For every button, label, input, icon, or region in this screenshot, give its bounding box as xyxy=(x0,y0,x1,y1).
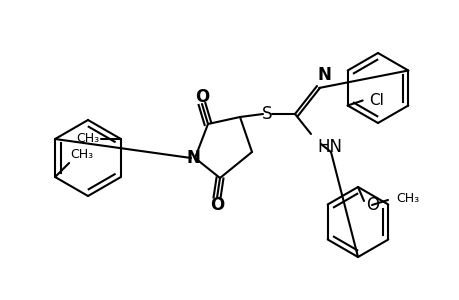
Text: CH₃: CH₃ xyxy=(76,133,99,146)
Text: O: O xyxy=(209,196,224,214)
Text: S: S xyxy=(261,105,272,123)
Text: O: O xyxy=(195,88,209,106)
Text: Cl: Cl xyxy=(368,93,383,108)
Text: CH₃: CH₃ xyxy=(395,193,418,206)
Text: N: N xyxy=(317,66,331,84)
Text: HN: HN xyxy=(316,138,341,156)
Text: CH₃: CH₃ xyxy=(70,148,93,161)
Text: O: O xyxy=(365,196,378,214)
Text: N: N xyxy=(185,149,200,167)
